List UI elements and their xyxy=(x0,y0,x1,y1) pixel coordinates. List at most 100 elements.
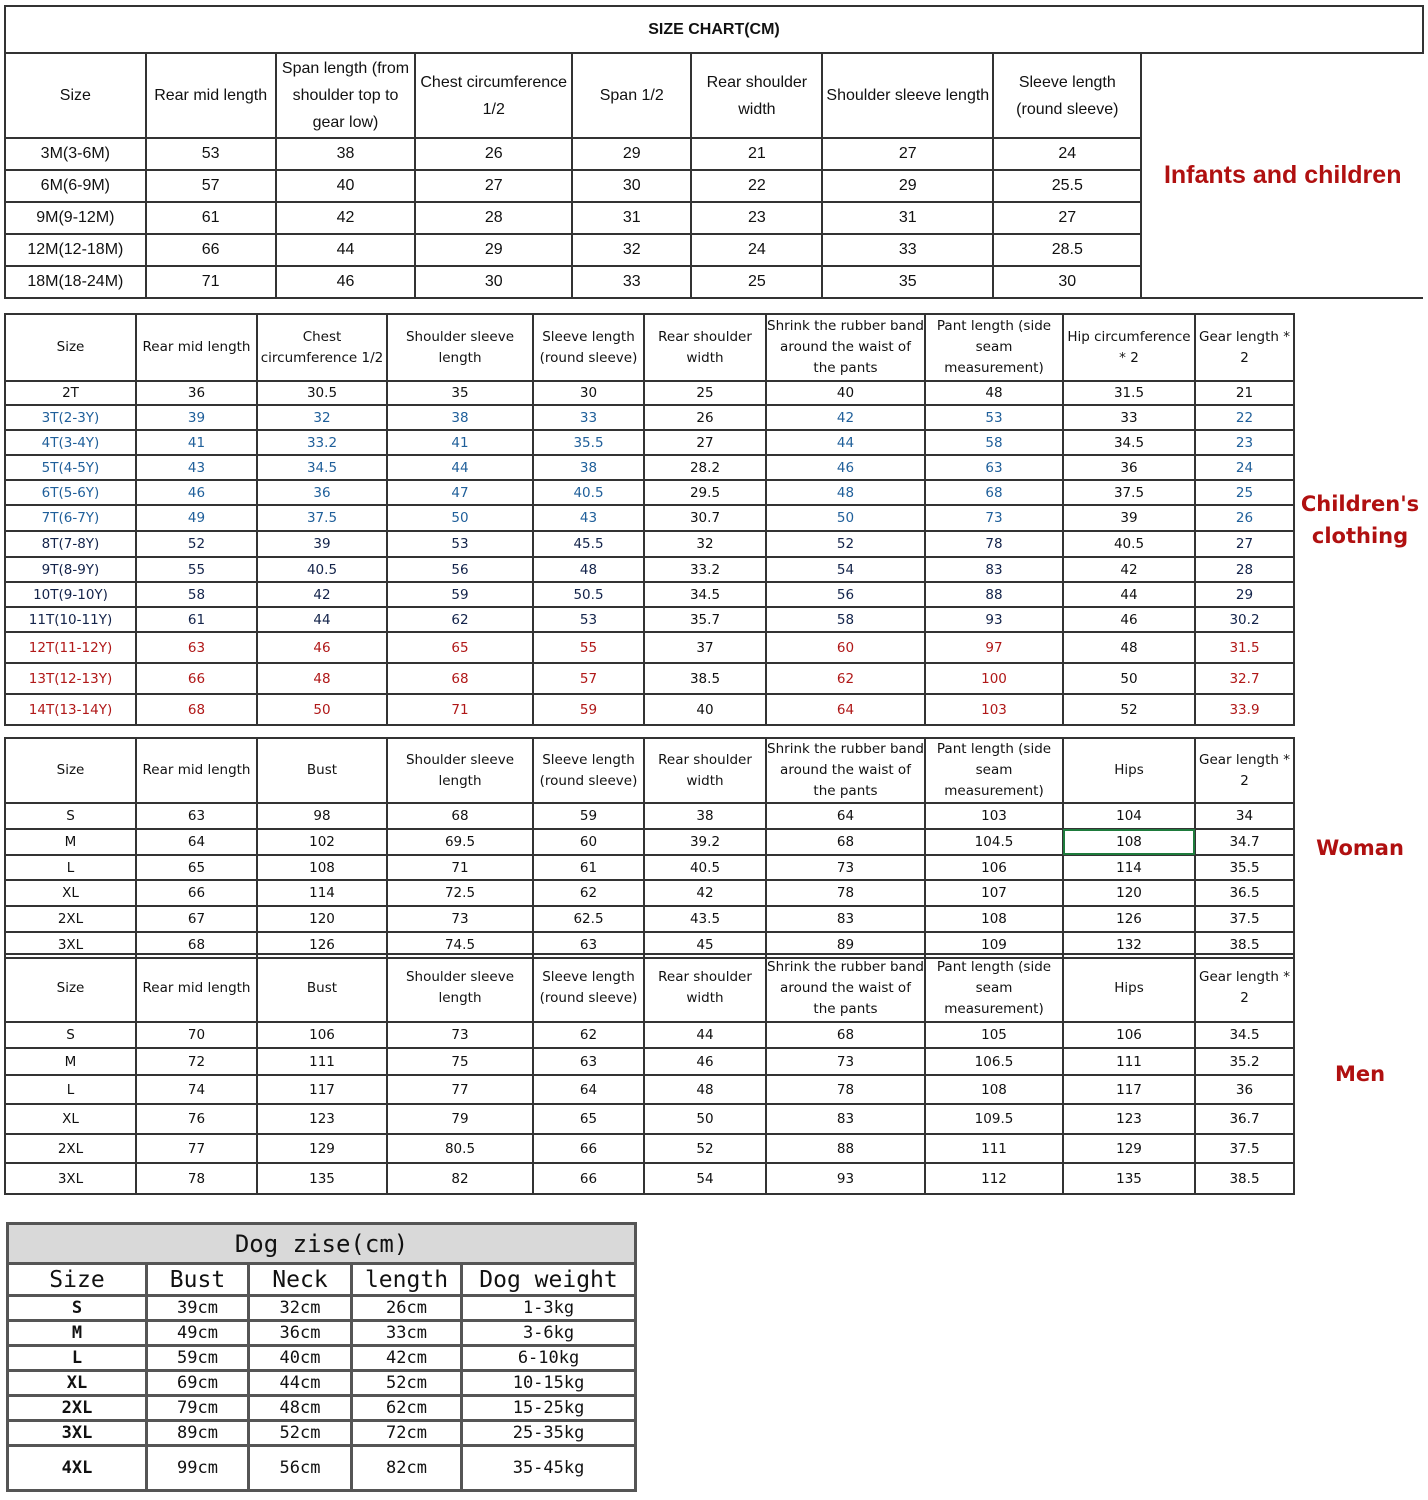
value-cell: 36 xyxy=(256,479,388,506)
size-cell: 2XL xyxy=(6,1394,148,1422)
table-row: 2XL 79cm 48cm 62cm 15-25kg xyxy=(6,1394,638,1422)
value-cell: 33 xyxy=(821,233,995,267)
value-cell: 31 xyxy=(571,201,693,235)
column-header: Rear shoulder width xyxy=(643,737,767,804)
value-cell: 44 xyxy=(1062,581,1196,608)
column-header: Span 1/2 xyxy=(571,52,693,139)
value-cell: 38 xyxy=(386,404,534,431)
table-row: 18M(18-24M) 71 46 30 33 25 35 30 xyxy=(4,265,1423,299)
value-cell: 48 xyxy=(1062,631,1196,664)
value-cell: 37.5 xyxy=(1194,905,1295,933)
size-chart-title: SIZE CHART(CM) xyxy=(4,5,1424,54)
value-cell: 68 xyxy=(765,1021,926,1049)
value-cell: 52cm xyxy=(350,1369,463,1397)
value-cell: 38.5 xyxy=(1194,1162,1295,1195)
value-cell: 52cm xyxy=(247,1419,353,1447)
value-cell: 24 xyxy=(1194,454,1295,481)
value-cell: 82 xyxy=(386,1162,534,1195)
value-cell: 80.5 xyxy=(386,1133,534,1164)
value-cell: 40cm xyxy=(247,1344,353,1372)
value-cell: 48 xyxy=(256,662,388,695)
size-cell: L xyxy=(6,1344,148,1372)
value-cell: 61 xyxy=(135,606,258,633)
size-cell: S xyxy=(4,802,137,830)
table-row: 3XL 89cm 52cm 72cm 25-35kg xyxy=(6,1419,638,1447)
value-cell: 73 xyxy=(765,1047,926,1076)
size-cell: 12M(12-18M) xyxy=(4,233,147,267)
value-cell: 35.5 xyxy=(532,429,645,456)
value-cell: 57 xyxy=(144,169,277,203)
size-cell: 2T xyxy=(4,380,137,406)
value-cell: 71 xyxy=(386,854,534,881)
value-cell: 114 xyxy=(1062,854,1196,881)
value-cell: 35 xyxy=(386,380,534,406)
size-cell: 10T(9-10Y) xyxy=(4,581,137,608)
value-cell: 88 xyxy=(765,1133,926,1164)
column-header: Sleeve length (round sleeve) xyxy=(532,313,645,382)
value-cell: 108 xyxy=(924,1074,1064,1105)
value-cell: 65 xyxy=(386,631,534,664)
table-row: 2T 36 30.5 35 30 25 40 48 31.5 21 xyxy=(4,380,1425,406)
header-row: Size Rear mid length Bust Shoulder sleeve l… xyxy=(4,953,1425,1194)
value-cell: 60 xyxy=(532,828,645,856)
value-cell: 82cm xyxy=(350,1444,463,1492)
size-cell: 9T(8-9Y) xyxy=(4,556,137,583)
value-cell: 50 xyxy=(256,693,388,726)
value-cell: 103 xyxy=(924,802,1064,830)
value-cell: 34.5 xyxy=(1062,429,1196,456)
value-cell: 46 xyxy=(256,631,388,664)
value-cell: 32cm xyxy=(247,1294,353,1322)
value-cell: 32 xyxy=(571,233,693,267)
column-header: Size xyxy=(4,52,147,139)
table-row: L 59cm 40cm 42cm 6-10kg xyxy=(6,1344,638,1372)
value-cell: 44 xyxy=(386,454,534,481)
size-cell: XL xyxy=(4,1103,137,1135)
value-cell: 56cm xyxy=(247,1444,353,1492)
value-cell: 108 xyxy=(924,905,1064,933)
value-cell: 34.7 xyxy=(1194,828,1295,856)
children-label: Children's clothing xyxy=(1293,314,1425,725)
value-cell: 50 xyxy=(386,504,534,532)
column-header: Sleeve length (round sleeve) xyxy=(532,953,645,1023)
value-cell: 37.5 xyxy=(1062,479,1196,506)
value-cell: 59 xyxy=(532,802,645,830)
value-cell: 111 xyxy=(256,1047,388,1076)
value-cell: 36 xyxy=(1062,454,1196,481)
table-row: M 49cm 36cm 33cm 3-6kg xyxy=(6,1319,638,1347)
value-cell: 22 xyxy=(1194,404,1295,431)
value-cell: 10-15kg xyxy=(459,1369,638,1397)
size-cell: 11T(10-11Y) xyxy=(4,606,137,633)
value-cell: 62 xyxy=(532,1021,645,1049)
table-row: 3XL 78 135 82 66 54 93 112 135 38.5 xyxy=(4,1162,1425,1195)
table-row: 12M(12-18M) 66 44 29 32 24 33 28.5 xyxy=(4,233,1423,267)
value-cell: 89cm xyxy=(145,1419,250,1447)
size-cell: 5T(4-5Y) xyxy=(4,454,137,481)
children-size-table: Size Rear mid length Chest circumference 1… xyxy=(4,313,1425,726)
value-cell: 48 xyxy=(643,1074,767,1105)
size-cell: 2XL xyxy=(4,905,137,933)
value-cell: 3-6kg xyxy=(459,1319,638,1347)
value-cell: 46 xyxy=(765,454,926,481)
size-cell: XL xyxy=(6,1369,148,1397)
value-cell[interactable]: 108 xyxy=(1062,828,1196,856)
title-row: SIZE CHART(CM) xyxy=(4,5,1424,54)
value-cell: 39cm xyxy=(145,1294,250,1322)
value-cell: 71 xyxy=(144,265,277,299)
value-cell: 40.5 xyxy=(256,556,388,583)
value-cell: 50 xyxy=(1062,662,1196,695)
table-row: 4T(3-4Y) 41 33.2 41 35.5 27 44 58 34.5 23 xyxy=(4,429,1425,456)
value-cell: 22 xyxy=(690,169,824,203)
value-cell: 103 xyxy=(924,693,1064,726)
value-cell: 44 xyxy=(256,606,388,633)
value-cell: 25 xyxy=(690,265,824,299)
value-cell: 27 xyxy=(821,137,995,171)
size-cell: M xyxy=(6,1319,148,1347)
table-row: S 70 106 73 62 44 68 105 106 34.5 xyxy=(4,1021,1425,1049)
column-header: Gear length * 2 xyxy=(1194,313,1295,382)
size-cell: 4XL xyxy=(6,1444,148,1492)
value-cell: 50.5 xyxy=(532,581,645,608)
table-row: S 63 98 68 59 38 64 103 104 34 xyxy=(4,802,1425,830)
value-cell: 105 xyxy=(924,1021,1064,1049)
value-cell: 108 xyxy=(256,854,388,881)
value-cell: 43 xyxy=(532,504,645,532)
